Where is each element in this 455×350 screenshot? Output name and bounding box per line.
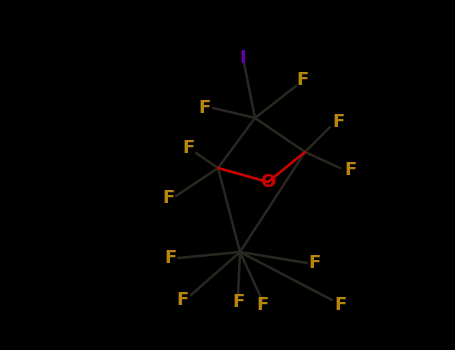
Text: F: F bbox=[162, 189, 174, 207]
Text: F: F bbox=[296, 71, 308, 89]
Text: I: I bbox=[240, 49, 246, 67]
Text: F: F bbox=[256, 296, 268, 314]
Text: F: F bbox=[164, 249, 176, 267]
Text: F: F bbox=[309, 254, 321, 272]
Text: F: F bbox=[334, 296, 346, 314]
Text: F: F bbox=[232, 293, 244, 311]
Text: F: F bbox=[177, 291, 189, 309]
Text: F: F bbox=[332, 113, 344, 131]
Text: O: O bbox=[260, 173, 276, 191]
Text: F: F bbox=[182, 139, 194, 157]
Text: F: F bbox=[199, 99, 211, 117]
Text: F: F bbox=[344, 161, 356, 179]
